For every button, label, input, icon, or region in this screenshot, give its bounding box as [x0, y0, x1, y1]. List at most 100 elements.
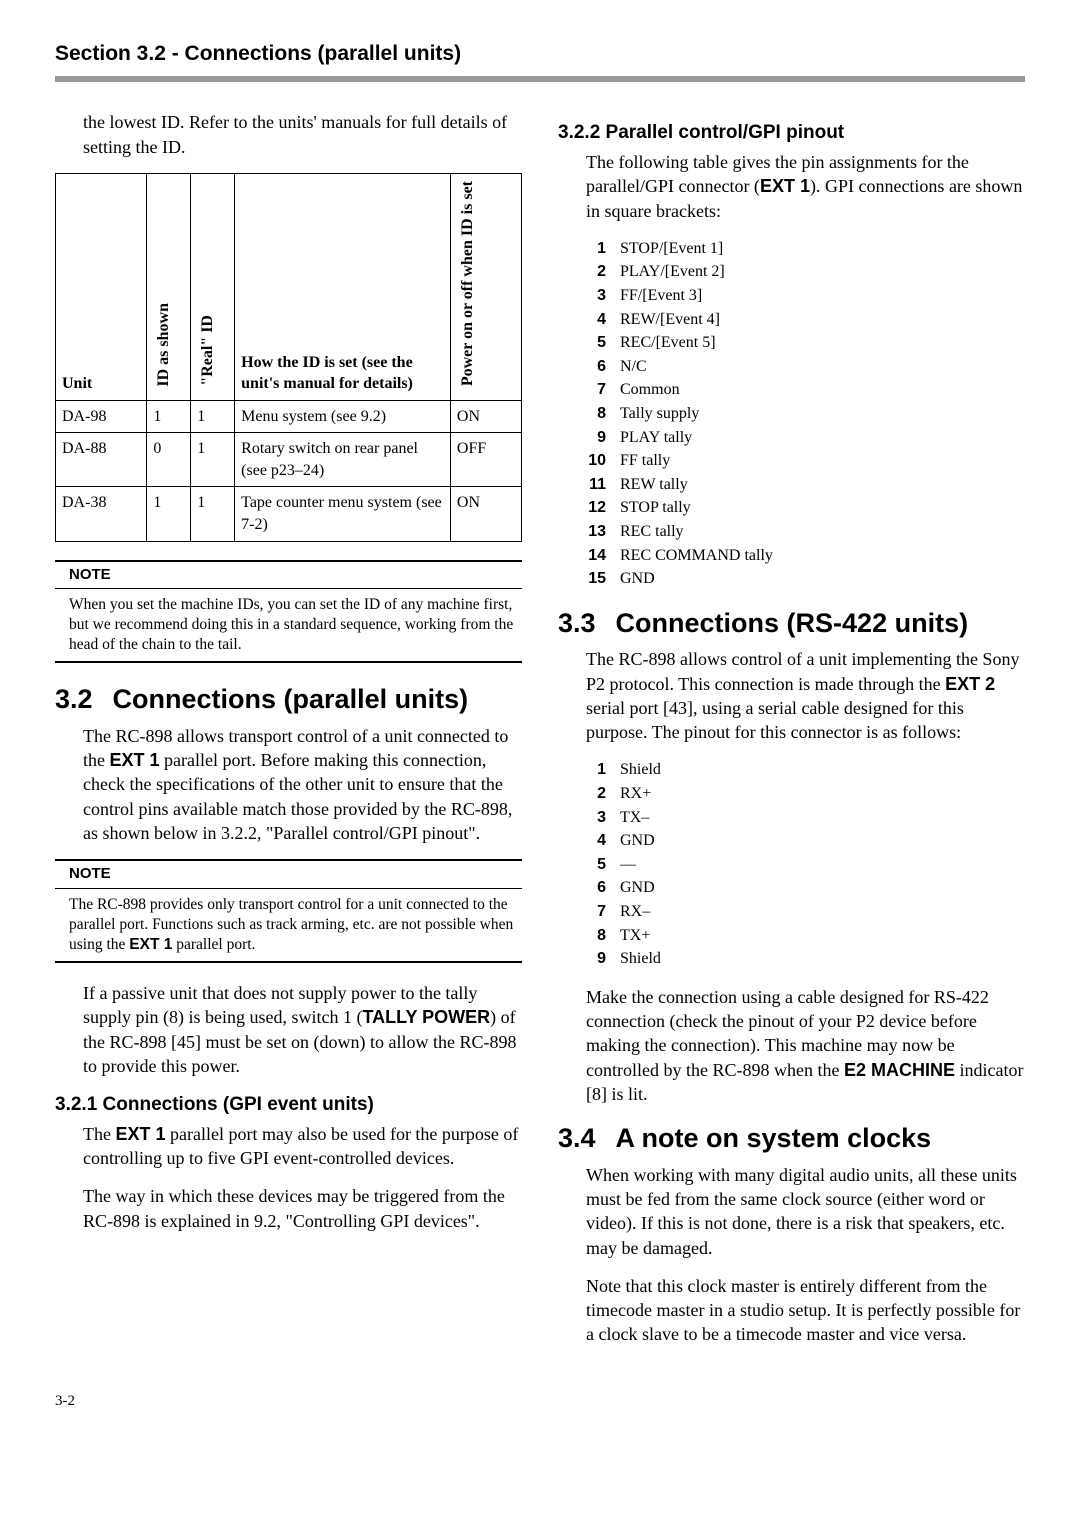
pin-number: 1 — [586, 237, 620, 261]
pin-label: GND — [620, 567, 787, 591]
pin-number: 6 — [586, 876, 620, 900]
pin-number: 10 — [586, 449, 620, 473]
heading-3-2: 3.2 Connections (parallel units) — [55, 681, 522, 717]
pin-number: 1 — [586, 758, 620, 782]
table-cell: 1 — [191, 487, 235, 541]
heading-3-2-1: 3.2.1 Connections (GPI event units) — [55, 1092, 522, 1118]
pin-number: 3 — [586, 806, 620, 830]
pin-label: TX+ — [620, 924, 675, 948]
pin-number: 7 — [586, 378, 620, 402]
pin-row: 9Shield — [586, 947, 675, 971]
table-cell: 1 — [147, 400, 191, 433]
pin-number: 11 — [586, 473, 620, 497]
table-cell: Menu system (see 9.2) — [235, 400, 451, 433]
table-cell: ON — [450, 400, 521, 433]
pin-label: REC tally — [620, 520, 787, 544]
note-1: NOTE When you set the machine IDs, you c… — [55, 560, 522, 664]
pin-row: 7Common — [586, 378, 787, 402]
pin-row: 14REC COMMAND tally — [586, 544, 787, 568]
pin-row: 4REW/[Event 4] — [586, 308, 787, 332]
pin-number: 3 — [586, 284, 620, 308]
pin-label: REW/[Event 4] — [620, 308, 787, 332]
pin-row: 1Shield — [586, 758, 675, 782]
pin-label: — — [620, 853, 675, 877]
th-real-id: "Real" ID — [191, 173, 235, 400]
pin-label: STOP/[Event 1] — [620, 237, 787, 261]
pin-number: 6 — [586, 355, 620, 379]
pin-label: REC/[Event 5] — [620, 331, 787, 355]
p-3-2-1-a: The EXT 1 parallel port may also be used… — [83, 1122, 522, 1171]
pin-row: 7RX– — [586, 900, 675, 924]
th-unit: Unit — [56, 173, 147, 400]
pin-number: 5 — [586, 853, 620, 877]
pin-row: 5REC/[Event 5] — [586, 331, 787, 355]
pin-label: PLAY/[Event 2] — [620, 260, 787, 284]
table-cell: 0 — [147, 433, 191, 487]
table-row: DA-3811Tape counter menu system (see 7-2… — [56, 487, 522, 541]
note-1-label: NOTE — [55, 560, 522, 589]
table-cell: 1 — [191, 433, 235, 487]
note-2-body: The RC-898 provides only transport contr… — [55, 889, 522, 963]
th-power: Power on or off when ID is set — [450, 173, 521, 400]
pin-row: 10FF tally — [586, 449, 787, 473]
pin-number: 2 — [586, 782, 620, 806]
pin-row: 15GND — [586, 567, 787, 591]
pin-row: 2PLAY/[Event 2] — [586, 260, 787, 284]
pin-label: REW tally — [620, 473, 787, 497]
pin-number: 7 — [586, 900, 620, 924]
pin-label: PLAY tally — [620, 426, 787, 450]
pin-number: 8 — [586, 924, 620, 948]
table-cell: ON — [450, 487, 521, 541]
pin-label: Common — [620, 378, 787, 402]
page-header: Section 3.2 - Connections (parallel unit… — [55, 40, 1025, 68]
table-cell: DA-38 — [56, 487, 147, 541]
pin-number: 9 — [586, 426, 620, 450]
table-cell: Tape counter menu system (see 7-2) — [235, 487, 451, 541]
table-cell: Rotary switch on rear panel (see p23–24) — [235, 433, 451, 487]
pin-label: STOP tally — [620, 496, 787, 520]
pin-row: 4GND — [586, 829, 675, 853]
table-row: DA-8801Rotary switch on rear panel (see … — [56, 433, 522, 487]
pin-label: Tally supply — [620, 402, 787, 426]
table-row: DA-9811Menu system (see 9.2)ON — [56, 400, 522, 433]
table-cell: 1 — [191, 400, 235, 433]
pin-label: RX– — [620, 900, 675, 924]
pin-label: GND — [620, 829, 675, 853]
pin-number: 4 — [586, 308, 620, 332]
p-3-2-1-b: The way in which these devices may be tr… — [83, 1184, 522, 1233]
pin-number: 5 — [586, 331, 620, 355]
pin-row: 11REW tally — [586, 473, 787, 497]
pin-row: 6GND — [586, 876, 675, 900]
pin-number: 8 — [586, 402, 620, 426]
pin-number: 14 — [586, 544, 620, 568]
left-column: the lowest ID. Refer to the units' manua… — [55, 110, 522, 1360]
pin-row: 8Tally supply — [586, 402, 787, 426]
pin-number: 15 — [586, 567, 620, 591]
note-1-body: When you set the machine IDs, you can se… — [55, 589, 522, 663]
p-3-3-1: The RC-898 allows control of a unit impl… — [586, 647, 1025, 744]
table-cell: OFF — [450, 433, 521, 487]
heading-3-2-2: 3.2.2 Parallel control/GPI pinout — [558, 120, 1025, 146]
pin-row: 2RX+ — [586, 782, 675, 806]
pin-row: 6N/C — [586, 355, 787, 379]
pin-label: FF tally — [620, 449, 787, 473]
pin-number: 9 — [586, 947, 620, 971]
pin-row: 5— — [586, 853, 675, 877]
pin-row: 3FF/[Event 3] — [586, 284, 787, 308]
heading-3-3: 3.3 Connections (RS-422 units) — [558, 605, 1025, 641]
th-how: How the ID is set (see the unit's manual… — [235, 173, 451, 400]
pin-label: Shield — [620, 758, 675, 782]
pin-label: N/C — [620, 355, 787, 379]
pin-label: Shield — [620, 947, 675, 971]
pin-label: FF/[Event 3] — [620, 284, 787, 308]
pin-row: 12STOP tally — [586, 496, 787, 520]
pin-number: 4 — [586, 829, 620, 853]
p-3-2-2: The following table gives the pin assign… — [586, 150, 1025, 223]
pin-label: REC COMMAND tally — [620, 544, 787, 568]
right-column: 3.2.2 Parallel control/GPI pinout The fo… — [558, 110, 1025, 1360]
pin-row: 1STOP/[Event 1] — [586, 237, 787, 261]
note-2-label: NOTE — [55, 859, 522, 888]
p-3-2-1: The RC-898 allows transport control of a… — [83, 724, 522, 845]
pin-row: 8TX+ — [586, 924, 675, 948]
header-rule — [55, 76, 1025, 82]
